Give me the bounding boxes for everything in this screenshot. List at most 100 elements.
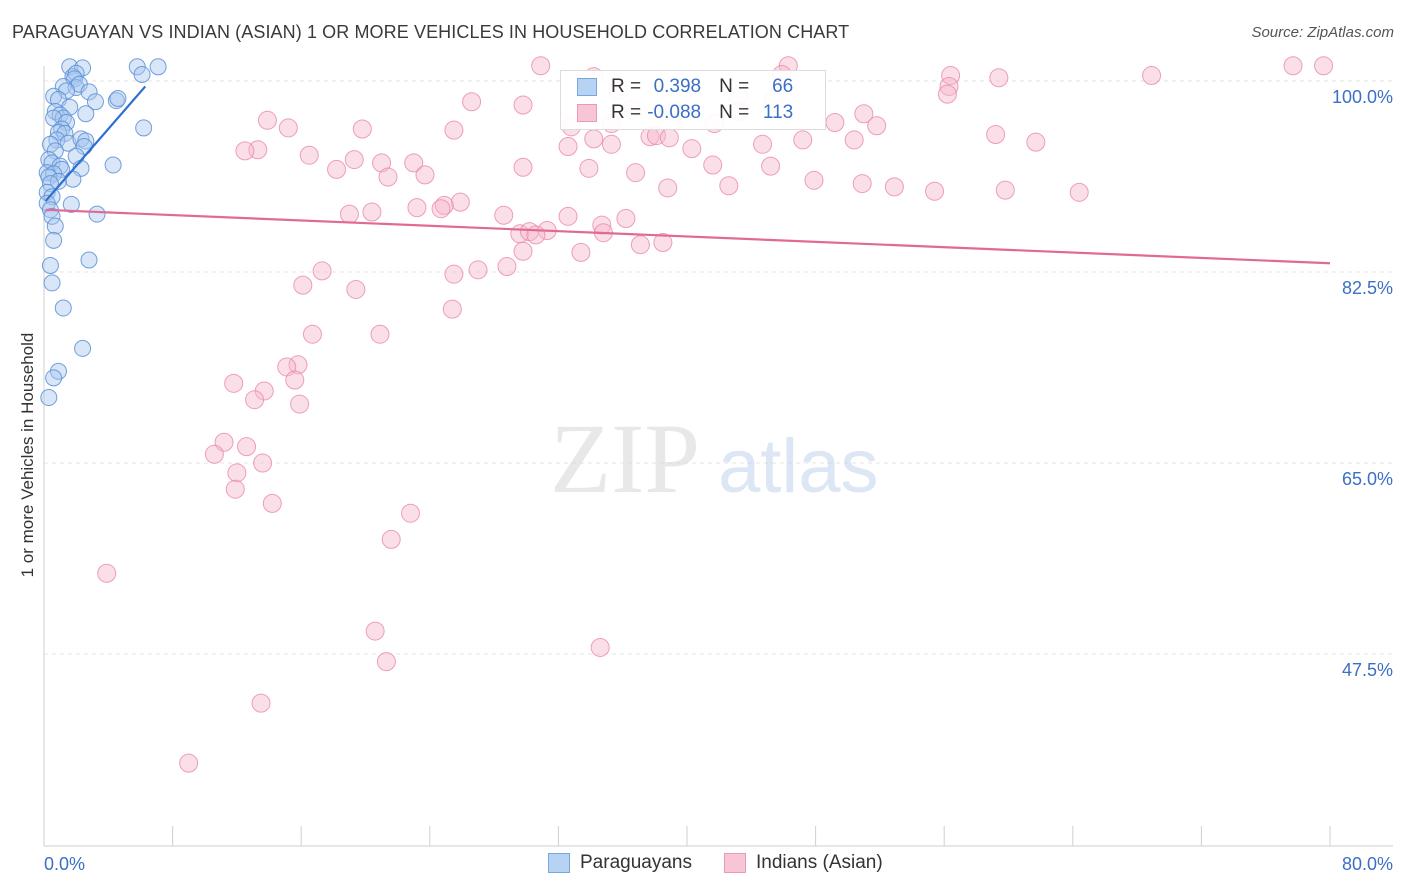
indians-point [444, 264, 464, 284]
indians-point [352, 119, 372, 139]
legend-n-label: N = [719, 76, 750, 97]
indians-point [224, 373, 244, 393]
paraguayans-point [45, 231, 63, 249]
indians-point [937, 84, 957, 104]
indians-point [346, 279, 366, 299]
indians-points [97, 56, 1334, 773]
y-tick-label: 100.0% [1332, 87, 1393, 107]
indians-point [237, 437, 257, 457]
indians-point [285, 370, 305, 390]
indians-point [278, 118, 298, 138]
indians-point [372, 153, 392, 173]
paraguayans-legend-swatch [548, 853, 570, 873]
indians-point [381, 529, 401, 549]
indians-point [442, 299, 462, 319]
indians-n-value: 113 [762, 102, 794, 123]
indians-point [253, 453, 273, 473]
paraguayans-point [80, 251, 98, 269]
indians-r-value: -0.088 [647, 102, 702, 123]
watermark-zip: ZIP [550, 403, 700, 514]
indians-point [526, 225, 546, 245]
indians-point [592, 215, 612, 235]
indians-point [494, 205, 514, 225]
indians-point [1026, 132, 1046, 152]
paraguayans-point [54, 299, 72, 317]
indians-point [939, 76, 959, 96]
indians-point [462, 92, 482, 112]
indians-point [719, 176, 739, 196]
paraguayans-point [135, 119, 153, 137]
paraguayans-point [86, 93, 104, 111]
legend-item-indians: Indians (Asian) [723, 852, 883, 874]
indians-point [251, 693, 271, 713]
indians-point [290, 394, 310, 414]
indians-point [925, 181, 945, 201]
indians-point [407, 198, 427, 218]
indians-point [179, 753, 199, 773]
paraguayans-point [149, 58, 167, 76]
indians-point [378, 167, 398, 187]
indians-point [513, 157, 533, 177]
indians-point [444, 120, 464, 140]
indians-point [844, 130, 864, 150]
indians-legend-label: Indians (Asian) [755, 852, 883, 873]
indians-point [658, 178, 678, 198]
indians-point [370, 324, 390, 344]
indians-point [431, 199, 451, 219]
x-tick-label: 80.0% [1342, 854, 1393, 874]
paraguayans-swatch [577, 78, 597, 96]
indians-point [793, 130, 813, 150]
indians-point [225, 479, 245, 499]
indians-point [362, 202, 382, 222]
indians-point [401, 503, 421, 523]
indians-point [299, 145, 319, 165]
indians-point [376, 652, 396, 672]
indians-point [1314, 56, 1334, 76]
indians-point [415, 165, 435, 185]
paraguayans-points [38, 58, 167, 407]
paraguayans-point [77, 105, 95, 123]
indians-point [579, 158, 599, 178]
indians-point [884, 177, 904, 197]
x-tick-label: 0.0% [44, 854, 85, 874]
indians-point [558, 206, 578, 226]
paraguayans-point [46, 217, 64, 235]
indians-point [590, 637, 610, 657]
legend-row-indians: R = -0.088 N = 113 [577, 101, 793, 125]
y-tick-label: 82.5% [1342, 278, 1393, 298]
indians-point [703, 155, 723, 175]
indians-point [531, 56, 551, 76]
stats-legend: R = 0.398 N = 66 R = -0.088 N = 113 [560, 70, 826, 130]
y-tick-label: 65.0% [1342, 469, 1393, 489]
indians-point [867, 116, 887, 136]
paraguayans-point [62, 195, 80, 213]
paraguayans-point [41, 175, 59, 193]
indians-point [653, 233, 673, 253]
indians-point [497, 257, 517, 277]
indians-point [626, 163, 646, 183]
indians-point [1142, 66, 1162, 86]
indians-point [434, 195, 454, 215]
indians-point [825, 112, 845, 132]
indians-point [293, 275, 313, 295]
paraguayans-point [41, 256, 59, 274]
indians-point [235, 141, 255, 161]
indians-point [989, 68, 1009, 88]
paraguayans-point [64, 170, 82, 188]
indians-point [1283, 56, 1303, 76]
paraguayans-point [59, 134, 77, 152]
indians-point [513, 241, 533, 261]
legend-row-paraguayans: R = 0.398 N = 66 [577, 75, 793, 99]
paraguayans-point [88, 205, 106, 223]
y-tick-label: 47.5% [1342, 660, 1393, 680]
indians-point [302, 324, 322, 344]
indians-point [257, 110, 277, 130]
watermark-atlas: atlas [718, 424, 879, 509]
indians-point [227, 463, 247, 483]
paraguayans-legend-label: Paraguayans [580, 852, 692, 873]
indians-point [513, 95, 533, 115]
tick-labels: 100.0% 82.5% 65.0% 47.5% 0.0% 80.0% [44, 87, 1393, 874]
indians-point [558, 136, 578, 156]
indians-point [339, 204, 359, 224]
paraguayans-point [45, 369, 63, 387]
